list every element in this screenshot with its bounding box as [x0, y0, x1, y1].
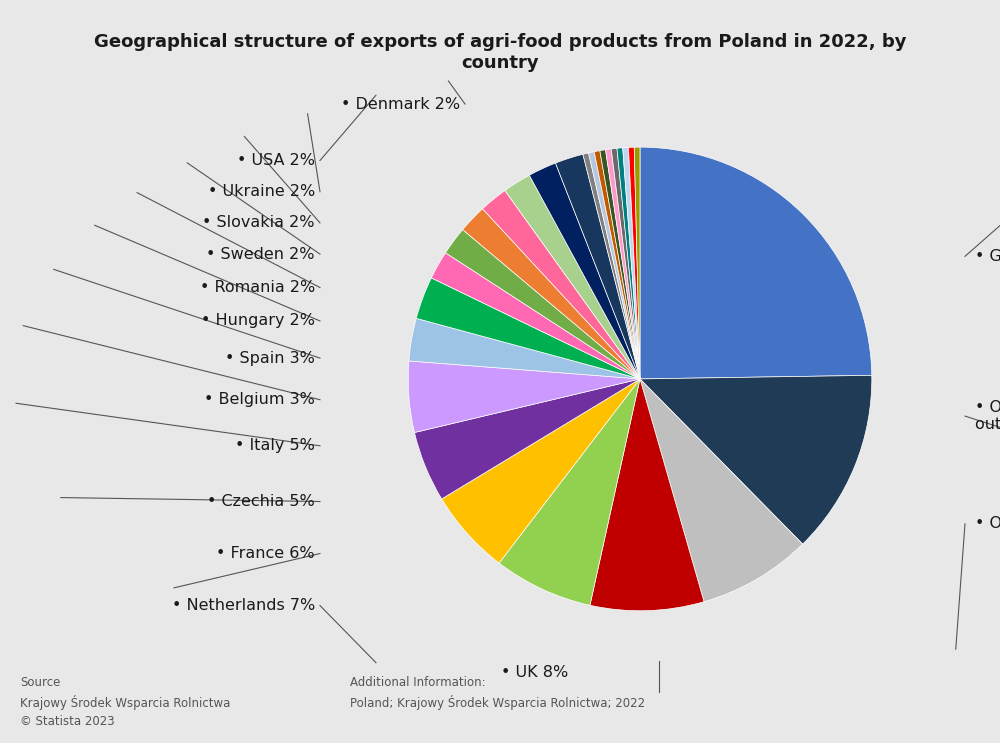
Text: • Others from EU 8%: • Others from EU 8% [975, 516, 1000, 531]
Text: • Netherlands 7%: • Netherlands 7% [172, 598, 315, 613]
Wedge shape [623, 147, 640, 379]
Text: • Hungary 2%: • Hungary 2% [201, 314, 315, 328]
Text: Additional Information:
Poland; Krajowy Środek Wsparcia Rolnictwa; 2022: Additional Information: Poland; Krajowy … [350, 676, 645, 710]
Wedge shape [600, 149, 640, 379]
Wedge shape [628, 147, 640, 379]
Text: Geographical structure of exports of agri-food products from Poland in 2022, by
: Geographical structure of exports of agr… [94, 33, 906, 72]
Wedge shape [446, 230, 640, 379]
Wedge shape [442, 379, 640, 563]
Text: • France 6%: • France 6% [216, 546, 315, 561]
Wedge shape [505, 175, 640, 379]
Wedge shape [594, 151, 640, 379]
Text: • Romania 2%: • Romania 2% [200, 280, 315, 295]
Text: • Ukraine 2%: • Ukraine 2% [208, 184, 315, 199]
Wedge shape [416, 278, 640, 379]
Wedge shape [640, 375, 872, 544]
Text: • Sweden 2%: • Sweden 2% [207, 247, 315, 262]
Text: • Slovakia 2%: • Slovakia 2% [202, 215, 315, 230]
Wedge shape [409, 318, 640, 379]
Wedge shape [408, 361, 640, 432]
Text: • Italy 5%: • Italy 5% [235, 438, 315, 453]
Wedge shape [634, 147, 640, 379]
Text: • UK 8%: • UK 8% [501, 665, 569, 680]
Text: • Belgium 3%: • Belgium 3% [204, 392, 315, 407]
Text: • USA 2%: • USA 2% [237, 153, 315, 168]
Text: • Germany 25%: • Germany 25% [975, 249, 1000, 264]
Text: • Spain 3%: • Spain 3% [225, 351, 315, 366]
Wedge shape [555, 155, 640, 379]
Wedge shape [529, 163, 640, 379]
Wedge shape [583, 153, 640, 379]
Wedge shape [431, 253, 640, 379]
Wedge shape [617, 148, 640, 379]
Wedge shape [414, 379, 640, 499]
Wedge shape [589, 152, 640, 379]
Wedge shape [590, 379, 704, 611]
Wedge shape [483, 190, 640, 379]
Text: • Czechia 5%: • Czechia 5% [207, 494, 315, 509]
Wedge shape [640, 379, 803, 602]
Wedge shape [640, 147, 872, 379]
Wedge shape [499, 379, 640, 606]
Wedge shape [463, 209, 640, 379]
Wedge shape [606, 149, 640, 379]
Text: • Others from
outside the EU 13%: • Others from outside the EU 13% [975, 400, 1000, 432]
Text: • Denmark 2%: • Denmark 2% [341, 97, 460, 111]
Text: Source
Krajowy Środek Wsparcia Rolnictwa
© Statista 2023: Source Krajowy Środek Wsparcia Rolnictwa… [20, 676, 230, 728]
Wedge shape [611, 149, 640, 379]
